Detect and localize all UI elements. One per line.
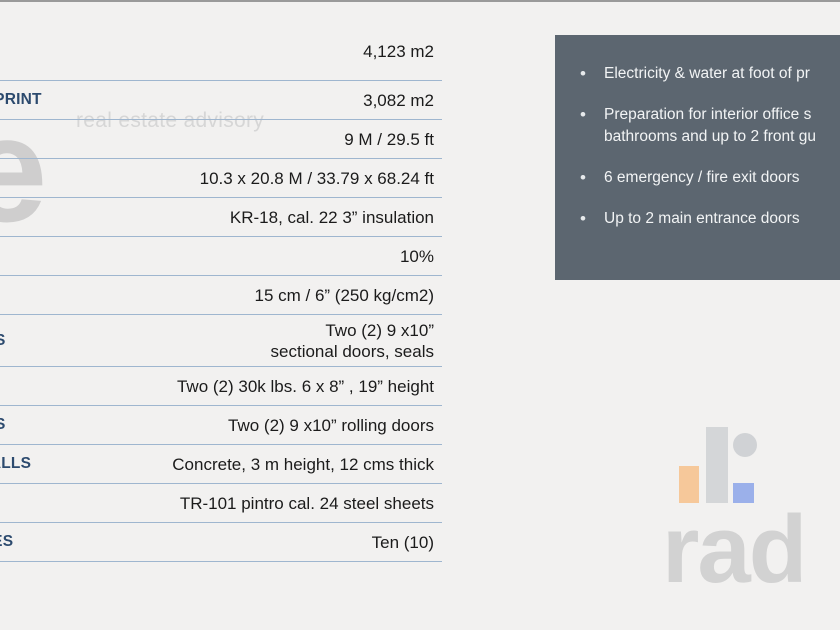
feature-text: Preparation for interior office s bathro… bbox=[604, 106, 816, 145]
feature-text: 6 emergency / fire exit doors bbox=[604, 169, 800, 186]
spec-value: Ten (10) bbox=[371, 532, 434, 552]
table-row: R WALLS Concrete, 3 m height, 12 cms thic… bbox=[0, 445, 442, 484]
spec-value: 10.3 x 20.8 M / 33.79 x 68.24 ft bbox=[199, 168, 434, 188]
logo-gray-dot-icon bbox=[733, 433, 757, 457]
spec-value: 3,082 m2 bbox=[363, 90, 434, 110]
spec-label: PACES bbox=[0, 533, 14, 550]
list-item: • 6 emergency / fire exit doors bbox=[568, 167, 840, 189]
spec-value: Concrete, 3 m height, 12 cms thick bbox=[172, 454, 434, 474]
spec-label: R WALLS bbox=[0, 455, 32, 472]
spec-value: Two (2) 9 x10” rolling doors bbox=[228, 415, 434, 435]
list-item: • Electricity & water at foot of pr bbox=[568, 63, 840, 85]
table-row: 15 cm / 6” (250 kg/cm2) bbox=[0, 276, 442, 315]
table-row: GHT9 M / 29.5 ft bbox=[0, 120, 442, 159]
spec-value: KR-18, cal. 22 3” insulation bbox=[229, 207, 434, 227]
spec-value: Two (2) 9 x10” sectional doors, seals bbox=[270, 320, 434, 361]
spec-value: 10% bbox=[399, 246, 434, 266]
spec-value: TR-101 pintro cal. 24 steel sheets bbox=[179, 493, 434, 513]
table-row: 10.3 x 20.8 M / 33.79 x 68.24 ft bbox=[0, 159, 442, 198]
table-row: Two (2) 30k lbs. 6 x 8” , 19” height bbox=[0, 367, 442, 406]
specifications-table: 4,123 m2 OOTPRINT 3,082 m2 GHT9 M / 29.5 ft… bbox=[0, 22, 442, 562]
spec-value: Two (2) 30k lbs. 6 x 8” , 19” height bbox=[176, 376, 434, 396]
bullet-icon: • bbox=[580, 64, 586, 83]
table-row: 10% bbox=[0, 237, 442, 276]
rad-logo-mark bbox=[676, 427, 776, 507]
table-row: AMPS Two (2) 9 x10” rolling doors bbox=[0, 406, 442, 445]
table-row: PACES Ten (10) bbox=[0, 523, 442, 562]
watermark-brand-text: rad bbox=[662, 496, 807, 603]
spec-value: 4,123 m2 bbox=[363, 41, 434, 61]
features-panel: • Electricity & water at foot of pr • Prepa… bbox=[555, 35, 840, 280]
table-row: OOTPRINT 3,082 m2 bbox=[0, 81, 442, 120]
spec-label: OCKS bbox=[0, 332, 6, 350]
logo-orange-bar bbox=[679, 466, 699, 503]
spec-label: OOTPRINT bbox=[0, 91, 42, 108]
feature-text: Electricity & water at foot of pr bbox=[604, 65, 810, 82]
table-row: OCKS Two (2) 9 x10” sectional doors, seal… bbox=[0, 315, 442, 367]
spec-value: 9 M / 29.5 ft bbox=[344, 129, 434, 149]
logo-gray-bar bbox=[706, 427, 728, 503]
spec-label: AMPS bbox=[0, 416, 6, 434]
list-item: • Preparation for interior office s bathr… bbox=[568, 104, 840, 148]
watermark-tagline: real estate advisory bbox=[76, 109, 265, 132]
bullet-icon: • bbox=[580, 105, 586, 124]
table-row: LSTR-101 pintro cal. 24 steel sheets bbox=[0, 484, 442, 523]
bullet-icon: • bbox=[580, 209, 586, 228]
table-row: 4,123 m2 bbox=[0, 22, 442, 81]
logo-blue-square bbox=[733, 483, 754, 503]
list-item: • Up to 2 main entrance doors bbox=[568, 208, 840, 230]
table-row: KR-18, cal. 22 3” insulation bbox=[0, 198, 442, 237]
feature-text: Up to 2 main entrance doors bbox=[604, 210, 800, 227]
bullet-icon: • bbox=[580, 168, 586, 187]
spec-value: 15 cm / 6” (250 kg/cm2) bbox=[254, 285, 434, 305]
